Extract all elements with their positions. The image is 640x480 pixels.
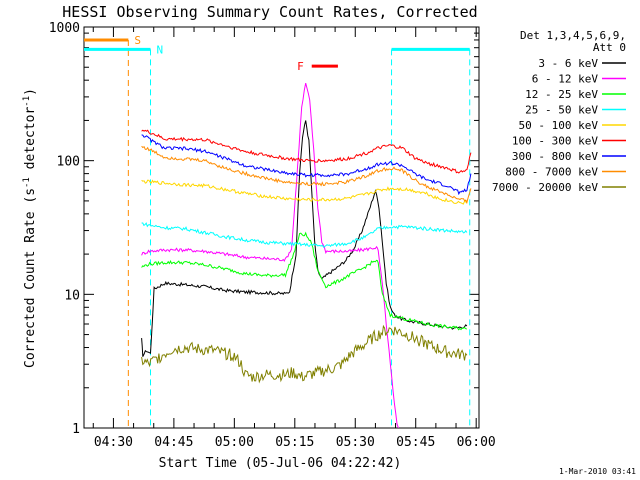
y-tick-label-1000: 1000	[49, 21, 80, 36]
series-line-100-300-kev	[141, 129, 472, 174]
series-line-12-25-kev	[141, 231, 468, 331]
x-tick-label-06-00: 06:00	[457, 435, 496, 450]
y-tick-label-100: 100	[57, 155, 80, 170]
legend-label-25-50-kev: 25 - 50 keV	[525, 104, 598, 117]
x-axis-label: Start Time (05-Jul-06 04:22:42)	[159, 456, 402, 471]
series-lines	[141, 82, 472, 429]
series-line-6-12-kev	[141, 82, 399, 429]
y-axis: 1 10 100 1000	[49, 21, 479, 437]
legend-label-100-300-kev: 100 - 300 keV	[512, 135, 598, 148]
y-tick-label-10: 10	[64, 288, 80, 303]
series-line-300-800-kev	[141, 134, 472, 196]
x-tick-label-05-15: 05:15	[275, 435, 314, 450]
observing-markers: S N F	[84, 34, 471, 428]
chart-title: HESSI Observing Summary Count Rates, Cor…	[62, 3, 477, 21]
x-tick-label-04-45: 04:45	[154, 435, 193, 450]
legend-label-12-25-kev: 12 - 25 keV	[525, 88, 598, 101]
legend-label-300-800-kev: 300 - 800 keV	[512, 150, 598, 163]
marker-label-s: S	[134, 34, 141, 47]
legend-title-1: Det 1,3,4,5,6,9,	[520, 29, 626, 42]
x-axis: 04:30 04:45 05:00 05:15 05:30 05:45 06:00	[92, 27, 496, 450]
x-tick-label-05-00: 05:00	[215, 435, 254, 450]
legend-label-7000-20000-kev: 7000 - 20000 keV	[492, 181, 598, 194]
series-line-25-50-kev	[141, 222, 468, 248]
series-line-50-100-kev	[141, 179, 468, 205]
series-line-800-7000-kev	[141, 145, 472, 204]
legend: Det 1,3,4,5,6,9, Att 0 3 - 6 keV 6 - 12 k…	[492, 29, 626, 194]
marker-label-n: N	[157, 43, 164, 56]
marker-label-f: F	[297, 60, 304, 73]
legend-title-2: Att 0	[593, 41, 626, 54]
footer-timestamp: 1-Mar-2010 03:41	[559, 467, 636, 476]
legend-label-800-7000-kev: 800 - 7000 keV	[505, 166, 598, 179]
x-tick-label-05-30: 05:30	[336, 435, 375, 450]
y-tick-label-1: 1	[72, 422, 80, 437]
legend-label-3-6-kev: 3 - 6 keV	[538, 57, 598, 70]
plot-frame	[83, 26, 480, 429]
series-line-3-6-kev	[141, 120, 468, 357]
y-axis-label: Corrected Count Rate (s-1 detector-1)	[22, 88, 38, 368]
x-tick-label-04-30: 04:30	[94, 435, 133, 450]
series-line-7000-20000-kev	[141, 324, 468, 384]
legend-label-6-12-kev: 6 - 12 keV	[532, 73, 599, 86]
x-tick-label-05-45: 05:45	[396, 435, 435, 450]
legend-label-50-100-kev: 50 - 100 keV	[519, 119, 599, 132]
